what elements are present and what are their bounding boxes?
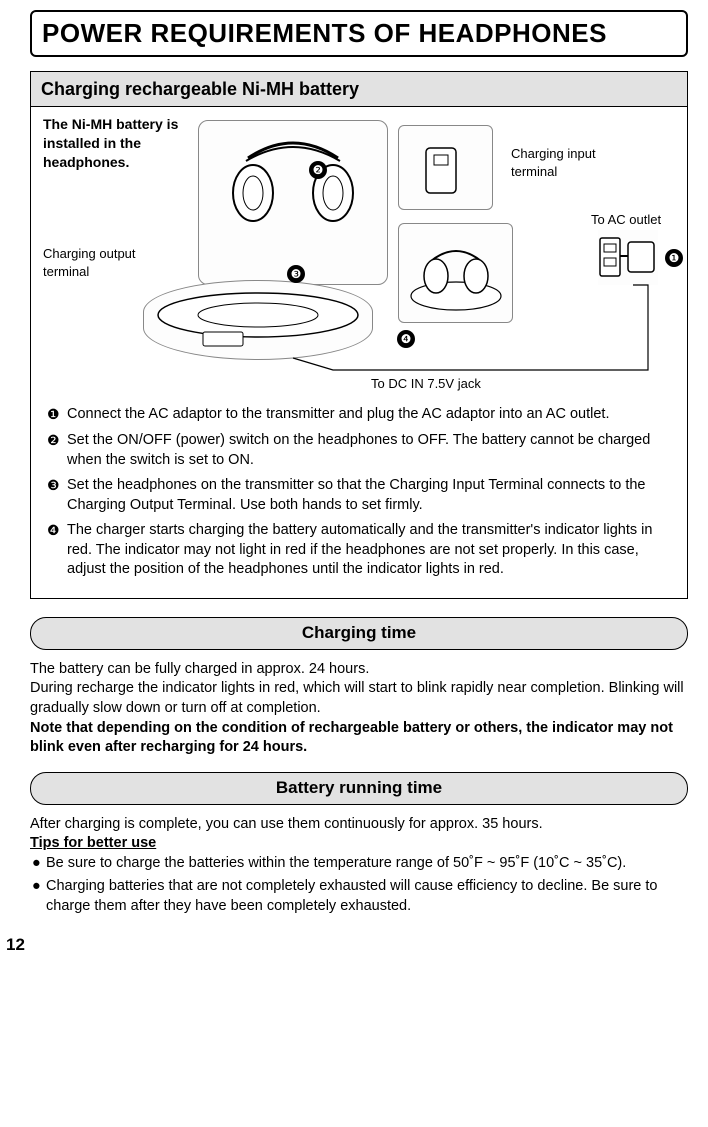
headphones-icon — [208, 133, 378, 273]
ac-adaptor-icon — [598, 230, 658, 285]
battery-running-paragraph: After charging is complete, you can use … — [30, 815, 688, 917]
to-dc-label: To DC IN 7.5V jack — [371, 375, 521, 393]
step-item: ❹ The charger starts charging the batter… — [47, 521, 675, 580]
charging-time-paragraph: The battery can be fully charged in appr… — [30, 660, 688, 758]
transmitter-illustration — [143, 280, 373, 360]
charging-input-label: Charging input terminal — [511, 145, 621, 180]
step-text: Connect the AC adaptor to the transmitte… — [67, 405, 675, 425]
tip-text: Charging batteries that are not complete… — [46, 877, 688, 916]
charging-section: Charging rechargeable Ni-MH battery The … — [30, 71, 688, 599]
marker-1: ❶ — [665, 249, 683, 267]
step-num: ❶ — [47, 405, 67, 425]
terminal-icon — [406, 133, 486, 203]
headphones-illustration — [198, 120, 388, 285]
charging-section-body: The Ni-MH battery is installed in the he… — [31, 107, 687, 598]
charging-output-label: Charging output terminal — [43, 245, 163, 280]
bullet-icon: ● — [32, 877, 46, 916]
transmitter-icon — [153, 290, 363, 350]
page-title-box: POWER REQUIREMENTS OF HEADPHONES — [30, 10, 688, 57]
page-number: 12 — [6, 934, 688, 957]
page-title: POWER REQUIREMENTS OF HEADPHONES — [42, 16, 676, 51]
battery-running-header: Battery running time — [30, 772, 688, 805]
tip-item: ● Be sure to charge the batteries within… — [32, 854, 688, 874]
charging-time-p1: The battery can be fully charged in appr… — [30, 661, 369, 677]
tip-text: Be sure to charge the batteries within t… — [46, 854, 626, 874]
step-text: Set the headphones on the transmitter so… — [67, 476, 675, 515]
tip-item: ● Charging batteries that are not comple… — [32, 877, 688, 916]
marker-4: ❹ — [397, 330, 415, 348]
battery-installed-note: The Ni-MH battery is installed in the he… — [43, 115, 218, 172]
charging-section-header: Charging rechargeable Ni-MH battery — [31, 72, 687, 107]
seated-icon — [406, 231, 506, 316]
step-item: ❷ Set the ON/OFF (power) switch on the h… — [47, 431, 675, 470]
step-item: ❸ Set the headphones on the transmitter … — [47, 476, 675, 515]
step-num: ❹ — [47, 521, 67, 580]
to-ac-label: To AC outlet — [591, 211, 681, 229]
step-item: ❶ Connect the AC adaptor to the transmit… — [47, 405, 675, 425]
step-num: ❸ — [47, 476, 67, 515]
charging-steps: ❶ Connect the AC adaptor to the transmit… — [43, 405, 675, 580]
input-terminal-inset — [398, 125, 493, 210]
step-text: The charger starts charging the battery … — [67, 521, 675, 580]
ac-adaptor-illustration — [598, 230, 658, 285]
bullet-icon: ● — [32, 854, 46, 874]
charging-time-p2: During recharge the indicator lights in … — [30, 680, 684, 716]
tips-label: Tips for better use — [30, 835, 156, 851]
charging-time-note: Note that depending on the condition of … — [30, 720, 673, 756]
battery-running-intro: After charging is complete, you can use … — [30, 816, 543, 832]
seated-inset — [398, 223, 513, 323]
charging-diagram: The Ni-MH battery is installed in the he… — [43, 115, 675, 405]
tips-list: ● Be sure to charge the batteries within… — [30, 854, 688, 917]
step-text: Set the ON/OFF (power) switch on the hea… — [67, 431, 675, 470]
step-num: ❷ — [47, 431, 67, 470]
charging-time-header: Charging time — [30, 617, 688, 650]
